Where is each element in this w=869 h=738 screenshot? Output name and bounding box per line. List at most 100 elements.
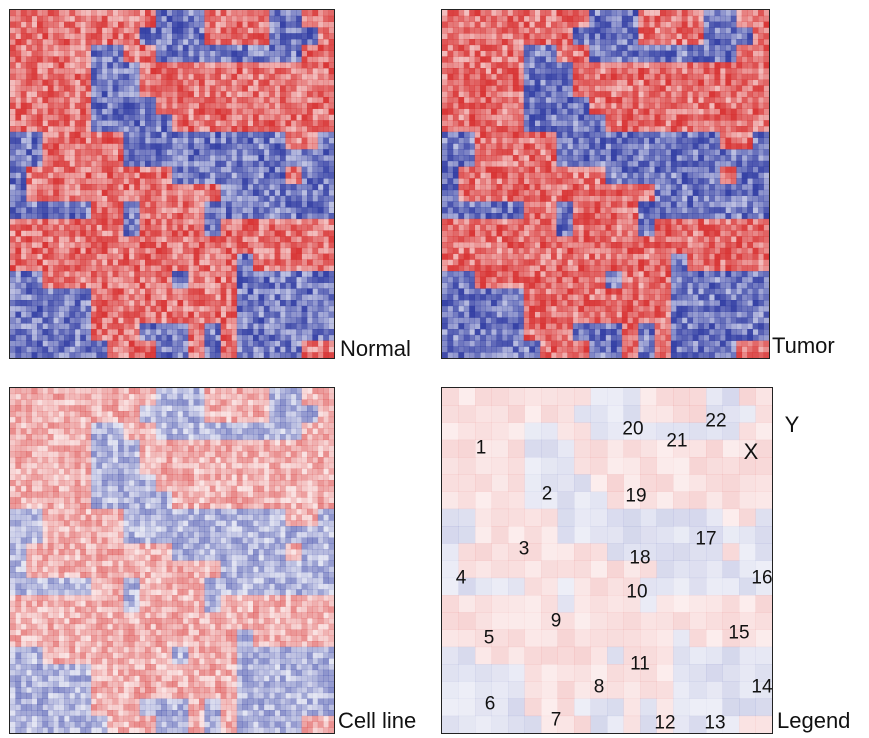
heatmap-cell — [172, 218, 178, 225]
heatmap-cell — [692, 15, 699, 22]
heatmap-cell — [42, 282, 49, 289]
heatmap-cell — [518, 21, 525, 28]
heatmap-cell — [20, 166, 27, 173]
heatmap-cell — [263, 114, 270, 121]
heatmap-cell — [687, 10, 694, 17]
heatmap-cell — [540, 108, 546, 115]
heatmap-cell — [725, 27, 732, 34]
heatmap-cell — [69, 102, 76, 109]
heatmap-cell — [182, 300, 189, 307]
heatmap-cell — [182, 184, 189, 191]
heatmap-cell — [204, 218, 211, 225]
heatmap-cell — [128, 259, 135, 266]
heatmap-cell — [47, 85, 54, 92]
heatmap-cell — [69, 352, 76, 358]
heatmap-cell — [474, 131, 481, 138]
heatmap-cell — [172, 329, 178, 336]
heatmap-cell — [47, 39, 54, 46]
heatmap-cell — [627, 15, 634, 22]
heatmap-cell — [107, 242, 113, 249]
heatmap-cell — [703, 50, 710, 57]
heatmap-cell — [480, 44, 486, 51]
heatmap-cell — [610, 62, 617, 69]
heatmap-cell — [26, 85, 32, 92]
heatmap-cell — [37, 323, 43, 330]
heatmap-cell — [74, 79, 81, 86]
heatmap-cell — [155, 242, 162, 249]
heatmap-cell — [605, 97, 612, 104]
heatmap-cell — [199, 207, 205, 214]
heatmap-cell — [258, 189, 265, 196]
heatmap-cell — [328, 149, 334, 156]
heatmap-cell — [242, 120, 248, 127]
heatmap-cell — [665, 126, 672, 133]
heatmap-cell — [676, 62, 683, 69]
heatmap-cell — [296, 352, 302, 358]
heatmap-cell — [47, 79, 54, 86]
heatmap-cell — [42, 68, 49, 75]
heatmap-cell — [551, 131, 557, 138]
heatmap-cell — [226, 15, 232, 22]
heatmap-cell — [507, 85, 514, 92]
heatmap-cell — [123, 329, 130, 336]
heatmap-cell — [545, 10, 552, 17]
heatmap-cell — [128, 155, 135, 162]
heatmap-cell — [258, 276, 265, 283]
heatmap-cell — [145, 305, 151, 312]
heatmap-cell — [274, 213, 281, 220]
heatmap-cell — [199, 91, 205, 98]
heatmap-cell — [226, 265, 232, 272]
heatmap-cell — [47, 207, 54, 214]
heatmap-cell — [58, 85, 65, 92]
heatmap-cell — [649, 114, 655, 121]
heatmap-cell — [290, 15, 297, 22]
heatmap-cell — [37, 79, 43, 86]
heatmap-cell — [610, 114, 617, 121]
heatmap-cell — [583, 10, 590, 17]
heatmap-cell — [242, 201, 248, 208]
heatmap-cell — [258, 27, 265, 34]
heatmap-cell — [296, 50, 302, 57]
heatmap-cell — [26, 155, 32, 162]
heatmap-cell — [112, 114, 119, 121]
heatmap-cell — [220, 230, 227, 237]
heatmap-cell — [231, 97, 238, 104]
heatmap-cell — [263, 178, 270, 185]
heatmap-cell — [463, 108, 470, 115]
heatmap-cell — [317, 218, 324, 225]
heatmap-cell — [317, 172, 324, 179]
heatmap-cell — [556, 62, 563, 69]
heatmap-cell — [583, 27, 590, 34]
heatmap-cell — [64, 189, 70, 196]
heatmap-cell — [128, 230, 135, 237]
heatmap-cell — [220, 166, 227, 173]
heatmap-cell — [226, 172, 232, 179]
heatmap-cell — [139, 79, 146, 86]
heatmap-cell — [512, 50, 519, 57]
heatmap-cell — [583, 33, 590, 40]
heatmap-cell — [26, 224, 32, 231]
heatmap-cell — [301, 300, 308, 307]
heatmap-cell — [150, 27, 157, 34]
heatmap-cell — [166, 85, 173, 92]
heatmap-cell — [166, 166, 173, 173]
heatmap-cell — [182, 114, 189, 121]
heatmap-cell — [589, 15, 595, 22]
heatmap-cell — [741, 56, 748, 63]
heatmap-cell — [665, 137, 672, 144]
heatmap-cell — [447, 102, 454, 109]
heatmap-cell — [269, 166, 275, 173]
heatmap-cell — [123, 172, 130, 179]
heatmap-cell — [253, 56, 259, 63]
heatmap-cell — [317, 73, 324, 80]
heatmap-cell — [64, 178, 70, 185]
heatmap-cell — [193, 294, 200, 301]
heatmap-cell — [681, 120, 688, 127]
heatmap-cell — [307, 305, 313, 312]
heatmap-cell — [578, 120, 585, 127]
heatmap-cell — [161, 73, 167, 80]
heatmap-cell — [182, 79, 189, 86]
heatmap-cell — [447, 73, 454, 80]
heatmap-cell — [578, 21, 585, 28]
heatmap-cell — [172, 253, 178, 260]
